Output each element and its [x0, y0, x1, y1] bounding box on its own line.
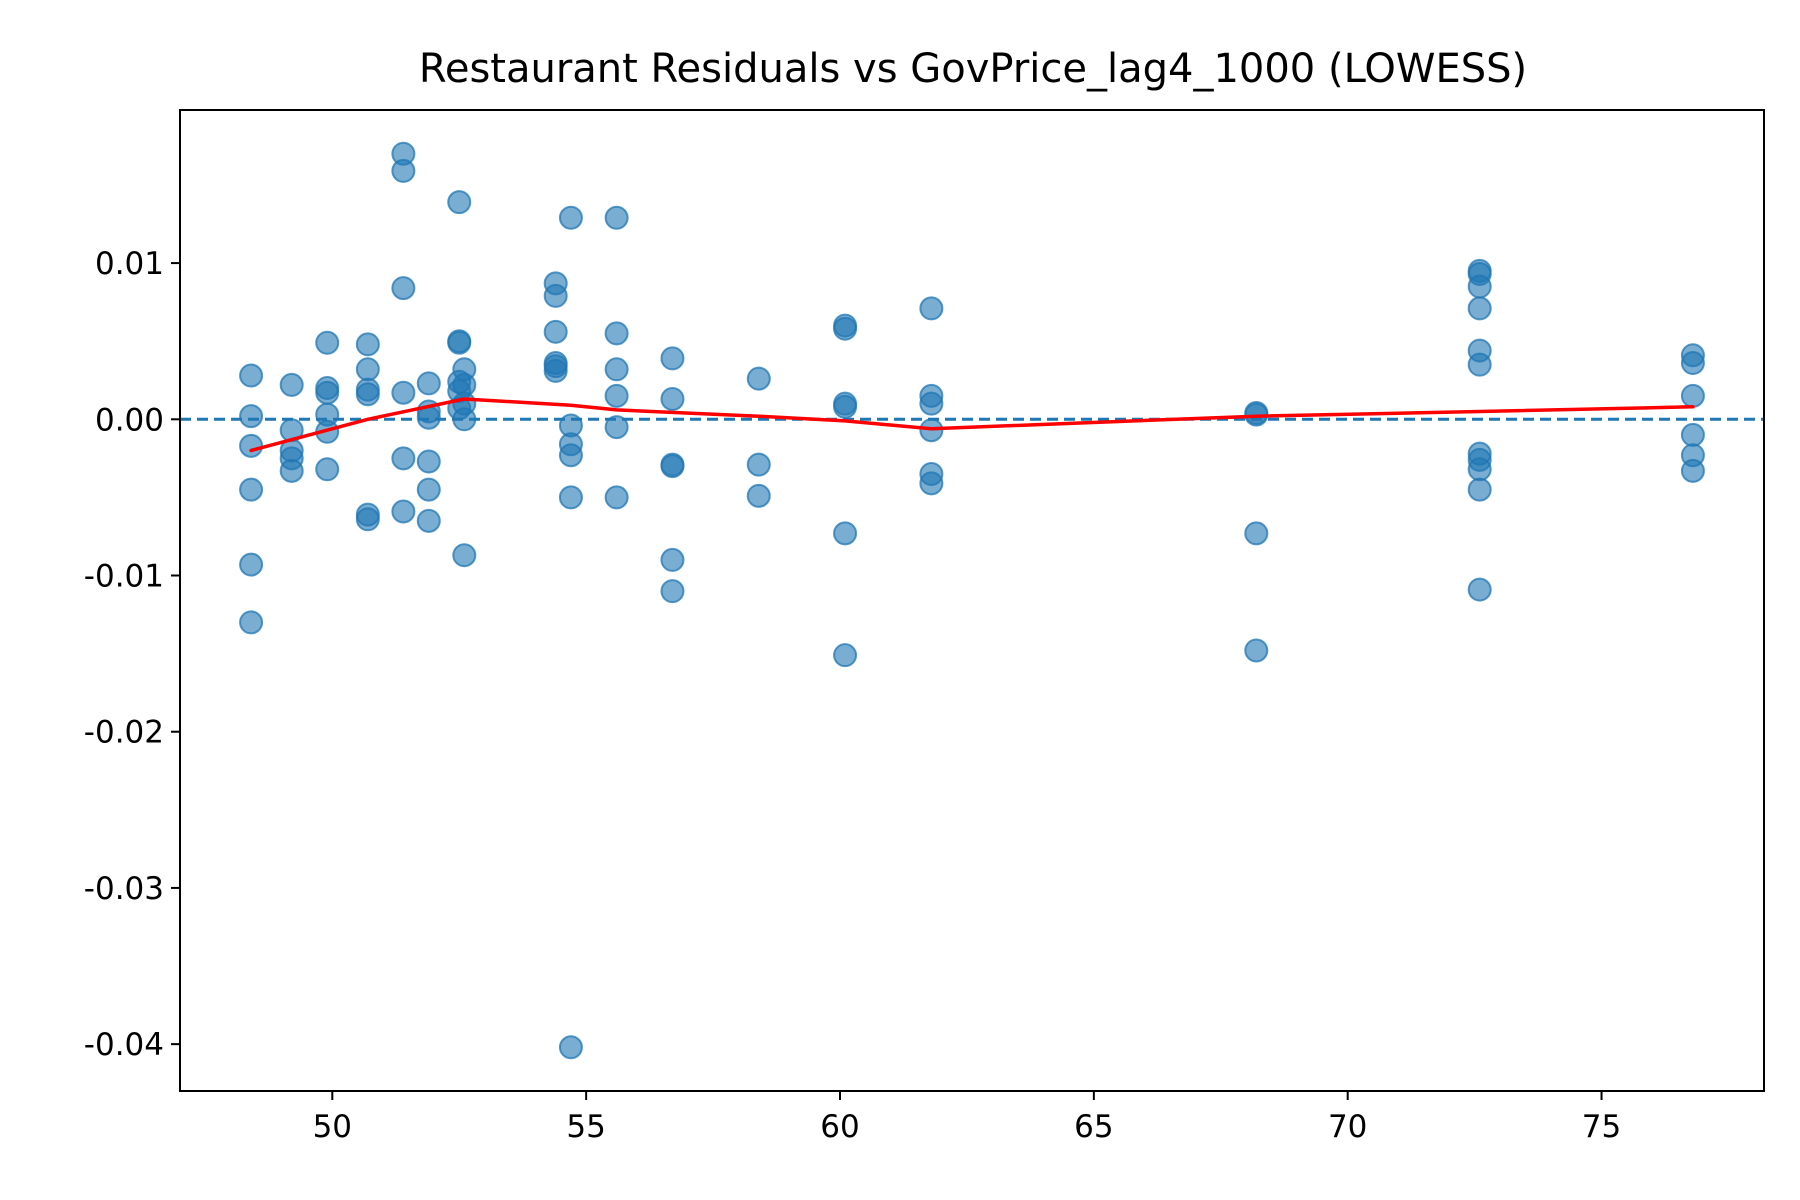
scatter-point — [355, 357, 380, 382]
scatter-point — [1680, 458, 1705, 483]
scatter-point — [558, 485, 583, 510]
scatter-point — [919, 296, 944, 321]
scatter-point — [1467, 296, 1492, 321]
y-tick-label: -0.02 — [84, 715, 164, 751]
scatter-point — [833, 521, 858, 546]
y-tick-label: 0.01 — [95, 246, 164, 282]
scatter-point — [746, 452, 771, 477]
scatter-point — [239, 404, 264, 429]
scatter-point — [1244, 638, 1269, 663]
plot-layer — [180, 141, 1764, 1060]
scatter-point — [1467, 352, 1492, 377]
scatter-point — [416, 449, 441, 474]
scatter-point — [355, 507, 380, 532]
scatter-point — [660, 454, 685, 479]
scatter-point — [1467, 577, 1492, 602]
y-tick-label: -0.04 — [84, 1027, 164, 1063]
scatter-point — [604, 383, 629, 408]
x-tick-label: 50 — [313, 1109, 352, 1145]
lowess-line — [249, 397, 1695, 453]
scatter-point — [558, 205, 583, 230]
scatter-point — [447, 190, 472, 215]
y-tick-label: -0.03 — [84, 871, 164, 907]
scatter-point — [660, 346, 685, 371]
scatter-point — [919, 391, 944, 416]
scatter-point — [604, 321, 629, 346]
scatter-point — [391, 446, 416, 471]
scatter-point — [315, 330, 340, 355]
x-tick-label: 55 — [566, 1109, 605, 1145]
scatter-point — [543, 283, 568, 308]
chart-title: Restaurant Residuals vs GovPrice_lag4_10… — [419, 46, 1527, 92]
scatter-point — [1467, 457, 1492, 482]
axes-layer: 50 55 60 65 70 75 0.01 0.00 -0.01 -0.02 -0.03 -0.04 — [84, 246, 1621, 1145]
x-tick-label: 60 — [820, 1109, 859, 1145]
scatter-point — [355, 382, 380, 407]
scatter-point — [1467, 477, 1492, 502]
scatter-point — [416, 371, 441, 396]
scatter-point — [452, 543, 477, 568]
y-tick-label: 0.00 — [95, 402, 164, 438]
scatter-point — [604, 485, 629, 510]
scatter-point — [279, 458, 304, 483]
scatter-point — [543, 319, 568, 344]
scatter-point — [391, 380, 416, 405]
scatter-point — [746, 366, 771, 391]
plot-clipped-group — [180, 141, 1764, 1060]
x-tick-label: 70 — [1328, 1109, 1367, 1145]
x-tick-label: 65 — [1074, 1109, 1113, 1145]
scatter-point — [315, 457, 340, 482]
scatter-point — [660, 547, 685, 572]
scatter-point — [833, 316, 858, 341]
scatter-point — [919, 471, 944, 496]
scatter-point — [355, 332, 380, 357]
scatter-point — [604, 415, 629, 440]
scatter-point — [315, 380, 340, 405]
scatter-point — [558, 1035, 583, 1060]
scatter-point — [239, 477, 264, 502]
scatter-point — [543, 358, 568, 383]
scatter-point — [1244, 521, 1269, 546]
scatter-point — [746, 483, 771, 508]
x-tick-label: 75 — [1582, 1109, 1621, 1145]
scatter-point — [279, 372, 304, 397]
scatter-point — [604, 205, 629, 230]
scatter-point — [833, 643, 858, 668]
scatter-point — [1680, 383, 1705, 408]
scatter-point — [391, 276, 416, 301]
scatter-point — [239, 610, 264, 635]
scatter-point — [558, 443, 583, 468]
scatter-point — [391, 499, 416, 524]
plot-frame — [179, 109, 1765, 1092]
scatter-point — [1467, 274, 1492, 299]
scatter-point — [1680, 422, 1705, 447]
scatter-point — [416, 477, 441, 502]
scatter-point — [660, 386, 685, 411]
scatter-point — [239, 552, 264, 577]
scatter-point — [1680, 351, 1705, 376]
scatter-point — [660, 579, 685, 604]
scatter-point — [833, 394, 858, 419]
scatter-point — [447, 330, 472, 355]
scatter-point — [416, 405, 441, 430]
scatter-point — [391, 158, 416, 183]
scatter-point — [416, 508, 441, 533]
y-tick-label: -0.01 — [84, 559, 164, 595]
scatter-point — [239, 433, 264, 458]
scatter-point — [604, 357, 629, 382]
scatter-point — [239, 363, 264, 388]
